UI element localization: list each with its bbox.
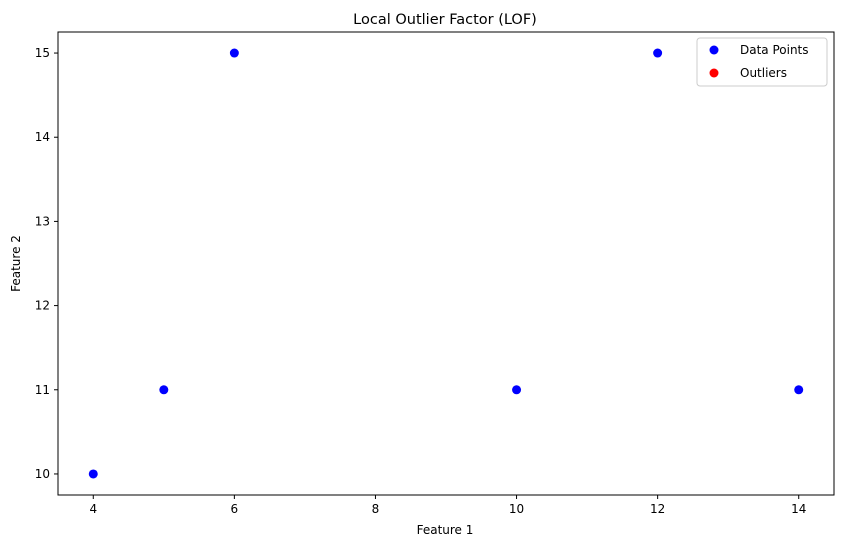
x-tick-label: 14 xyxy=(791,502,806,516)
data-point xyxy=(653,48,663,58)
data-point xyxy=(88,469,98,479)
data-point xyxy=(794,385,804,395)
x-tick-label: 8 xyxy=(372,502,380,516)
y-tick-label: 15 xyxy=(35,46,50,60)
x-tick-label: 10 xyxy=(509,502,524,516)
y-tick-label: 14 xyxy=(35,130,50,144)
y-axis-label: Feature 2 xyxy=(9,235,23,292)
data-point xyxy=(229,48,239,58)
y-tick-label: 10 xyxy=(35,467,50,481)
legend-marker-outliers xyxy=(709,68,719,78)
x-axis-label: Feature 1 xyxy=(417,523,474,537)
legend-box xyxy=(696,37,828,87)
x-axis-ticks: 4 6 8 10 12 14 xyxy=(89,495,806,516)
legend-label-outliers: Outliers xyxy=(740,66,787,80)
x-tick-label: 6 xyxy=(231,502,239,516)
y-tick-label: 12 xyxy=(35,299,50,313)
x-tick-label: 12 xyxy=(650,502,665,516)
legend-marker-data-points xyxy=(709,45,719,55)
y-axis-ticks: 10 11 12 13 14 15 xyxy=(35,46,58,481)
data-points-layer xyxy=(88,48,804,479)
legend-label-data-points: Data Points xyxy=(740,43,809,57)
y-tick-label: 13 xyxy=(35,214,50,228)
data-point xyxy=(512,385,522,395)
data-point xyxy=(159,385,169,395)
legend: Data Points Outliers xyxy=(696,37,828,87)
y-tick-label: 11 xyxy=(35,383,50,397)
plot-area-frame xyxy=(57,31,835,496)
x-tick-label: 4 xyxy=(89,502,97,516)
chart-title: Local Outlier Factor (LOF) xyxy=(353,12,537,28)
